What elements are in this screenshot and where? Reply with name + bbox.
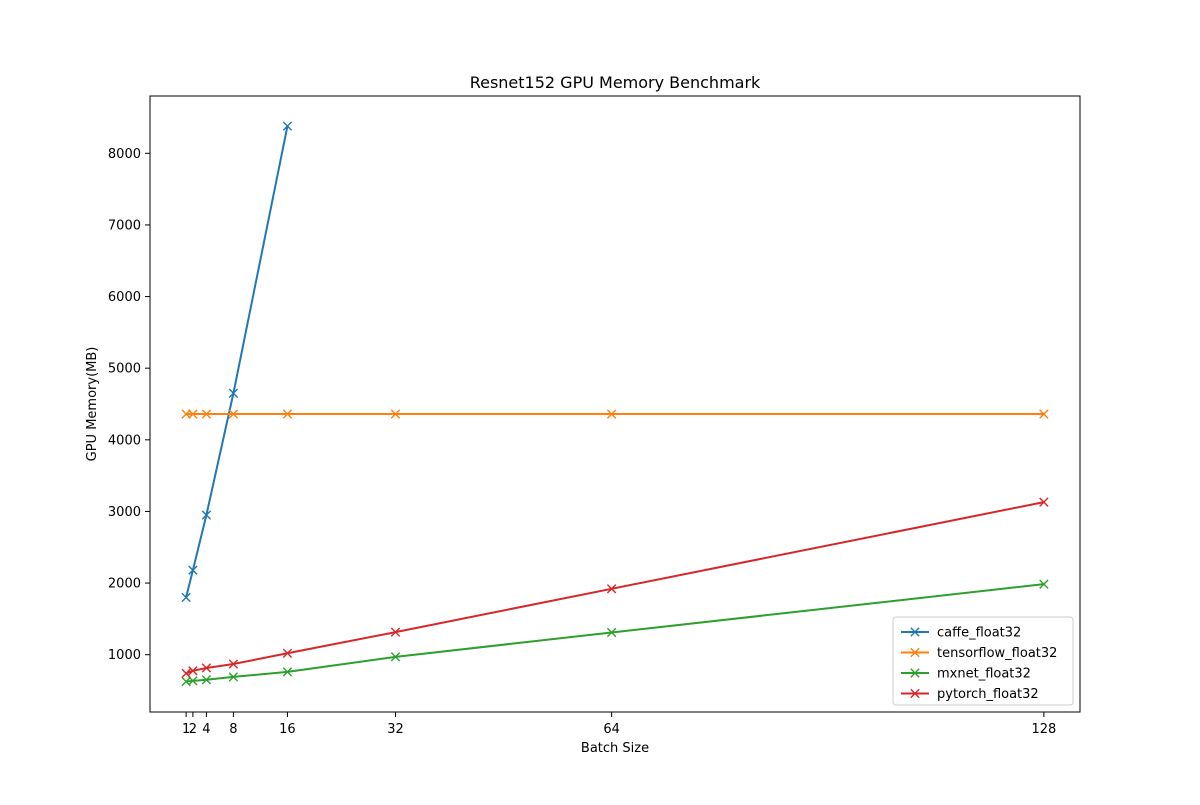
y-axis-label: GPU Memory(MB) xyxy=(85,347,100,462)
data-point-marker xyxy=(228,659,239,669)
marker-stroke xyxy=(228,659,239,669)
legend-swatch-marker xyxy=(910,627,920,637)
x-axis-label: Batch Size xyxy=(581,741,649,756)
x-tick-label: 16 xyxy=(279,722,296,737)
data-point-marker xyxy=(228,672,239,682)
marker-stroke xyxy=(201,409,212,419)
data-point-marker xyxy=(1039,497,1049,507)
x-tick-label: 1 xyxy=(182,722,190,737)
legend-label: mxnet_float32 xyxy=(937,667,1031,682)
marker-stroke xyxy=(201,510,212,520)
data-point-marker xyxy=(188,565,198,575)
marker-stroke xyxy=(606,584,617,594)
y-tick-label: 5000 xyxy=(108,362,141,377)
data-point-marker xyxy=(606,584,617,594)
marker-stroke xyxy=(390,652,401,662)
marker-stroke xyxy=(181,676,191,687)
series-line-pytorch_float32 xyxy=(185,501,1045,675)
marker-stroke xyxy=(282,667,293,677)
data-point-marker xyxy=(201,409,212,419)
x-tick-label: 2 xyxy=(189,722,197,737)
marker-stroke xyxy=(181,409,191,419)
data-point-marker xyxy=(188,676,198,686)
data-point-marker xyxy=(282,409,293,419)
x-tick-label: 64 xyxy=(603,722,620,737)
y-tick-label: 8000 xyxy=(108,147,141,162)
data-point-marker xyxy=(188,409,198,419)
y-tick-label: 7000 xyxy=(108,218,141,233)
y-axis: 1000 2000 3000 4000 5000 6000 7000 8000 xyxy=(108,147,150,663)
marker-stroke xyxy=(606,409,617,419)
legend-item: caffe_float32 xyxy=(901,626,1021,641)
marker-stroke xyxy=(1039,579,1049,589)
marker-stroke xyxy=(188,409,198,419)
x-tick-label: 8 xyxy=(229,722,237,737)
data-point-marker xyxy=(390,652,401,662)
data-point-marker xyxy=(228,409,239,419)
data-point-marker xyxy=(201,675,212,685)
data-point-marker xyxy=(1039,409,1049,419)
marker-stroke xyxy=(188,676,198,686)
data-point-marker xyxy=(188,666,198,676)
marker-stroke xyxy=(181,592,191,603)
x-tick-label: 4 xyxy=(202,722,210,737)
marker-stroke xyxy=(606,627,617,638)
data-point-marker xyxy=(390,409,401,419)
marker-stroke xyxy=(282,648,293,658)
legend: caffe_float32 tensorflow_float32 mxnet_flo… xyxy=(892,616,1074,706)
legend-swatch-marker xyxy=(910,688,920,699)
marker-stroke xyxy=(181,668,191,679)
marker-stroke xyxy=(390,627,401,637)
marker-stroke xyxy=(282,121,293,131)
legend-item: pytorch_float32 xyxy=(901,687,1039,702)
x-tick-label: 32 xyxy=(387,722,404,737)
legend-label: tensorflow_float32 xyxy=(937,646,1057,661)
marker-stroke xyxy=(188,565,198,575)
data-point-marker xyxy=(181,668,191,679)
y-tick-label: 3000 xyxy=(108,505,141,520)
x-tick-label: 128 xyxy=(1031,722,1056,737)
y-tick-label: 1000 xyxy=(108,648,141,663)
data-point-marker xyxy=(181,409,191,419)
y-tick-label: 4000 xyxy=(108,433,141,448)
legend-swatch-marker xyxy=(910,668,920,678)
marker-stroke xyxy=(282,409,293,419)
data-point-marker xyxy=(606,409,617,419)
chart-title: Resnet152 GPU Memory Benchmark xyxy=(470,73,761,92)
legend-label: pytorch_float32 xyxy=(937,687,1039,702)
marker-stroke xyxy=(1039,497,1049,507)
plot-area xyxy=(149,95,1081,713)
data-point-marker xyxy=(282,667,293,677)
legend-label: caffe_float32 xyxy=(937,626,1021,641)
data-point-marker xyxy=(282,121,293,131)
series-line-caffe_float32 xyxy=(185,125,289,598)
data-point-marker xyxy=(606,627,617,638)
plot-frame xyxy=(149,95,1081,713)
marker-stroke xyxy=(228,672,239,682)
data-point-marker xyxy=(201,510,212,520)
data-point-marker xyxy=(1039,579,1049,589)
marker-stroke xyxy=(390,409,401,419)
x-axis: 12 4 8 16 32 64 128 xyxy=(182,712,1056,737)
marker-stroke xyxy=(201,663,212,673)
data-point-marker xyxy=(228,388,239,398)
legend-swatch-marker xyxy=(910,647,920,658)
legend-item: mxnet_float32 xyxy=(901,667,1031,682)
data-point-marker xyxy=(282,648,293,658)
marker-stroke xyxy=(1039,409,1049,419)
marker-stroke xyxy=(228,409,239,419)
data-point-marker xyxy=(390,627,401,637)
series-line-mxnet_float32 xyxy=(186,583,1044,683)
marker-stroke xyxy=(201,675,212,685)
marker-stroke xyxy=(228,388,239,398)
data-point-marker xyxy=(201,663,212,673)
legend-box xyxy=(892,616,1074,706)
y-tick-label: 6000 xyxy=(108,290,141,305)
data-point-marker xyxy=(181,592,191,603)
legend-item: tensorflow_float32 xyxy=(901,646,1057,661)
marker-stroke xyxy=(188,666,198,676)
y-tick-label: 2000 xyxy=(108,577,141,592)
